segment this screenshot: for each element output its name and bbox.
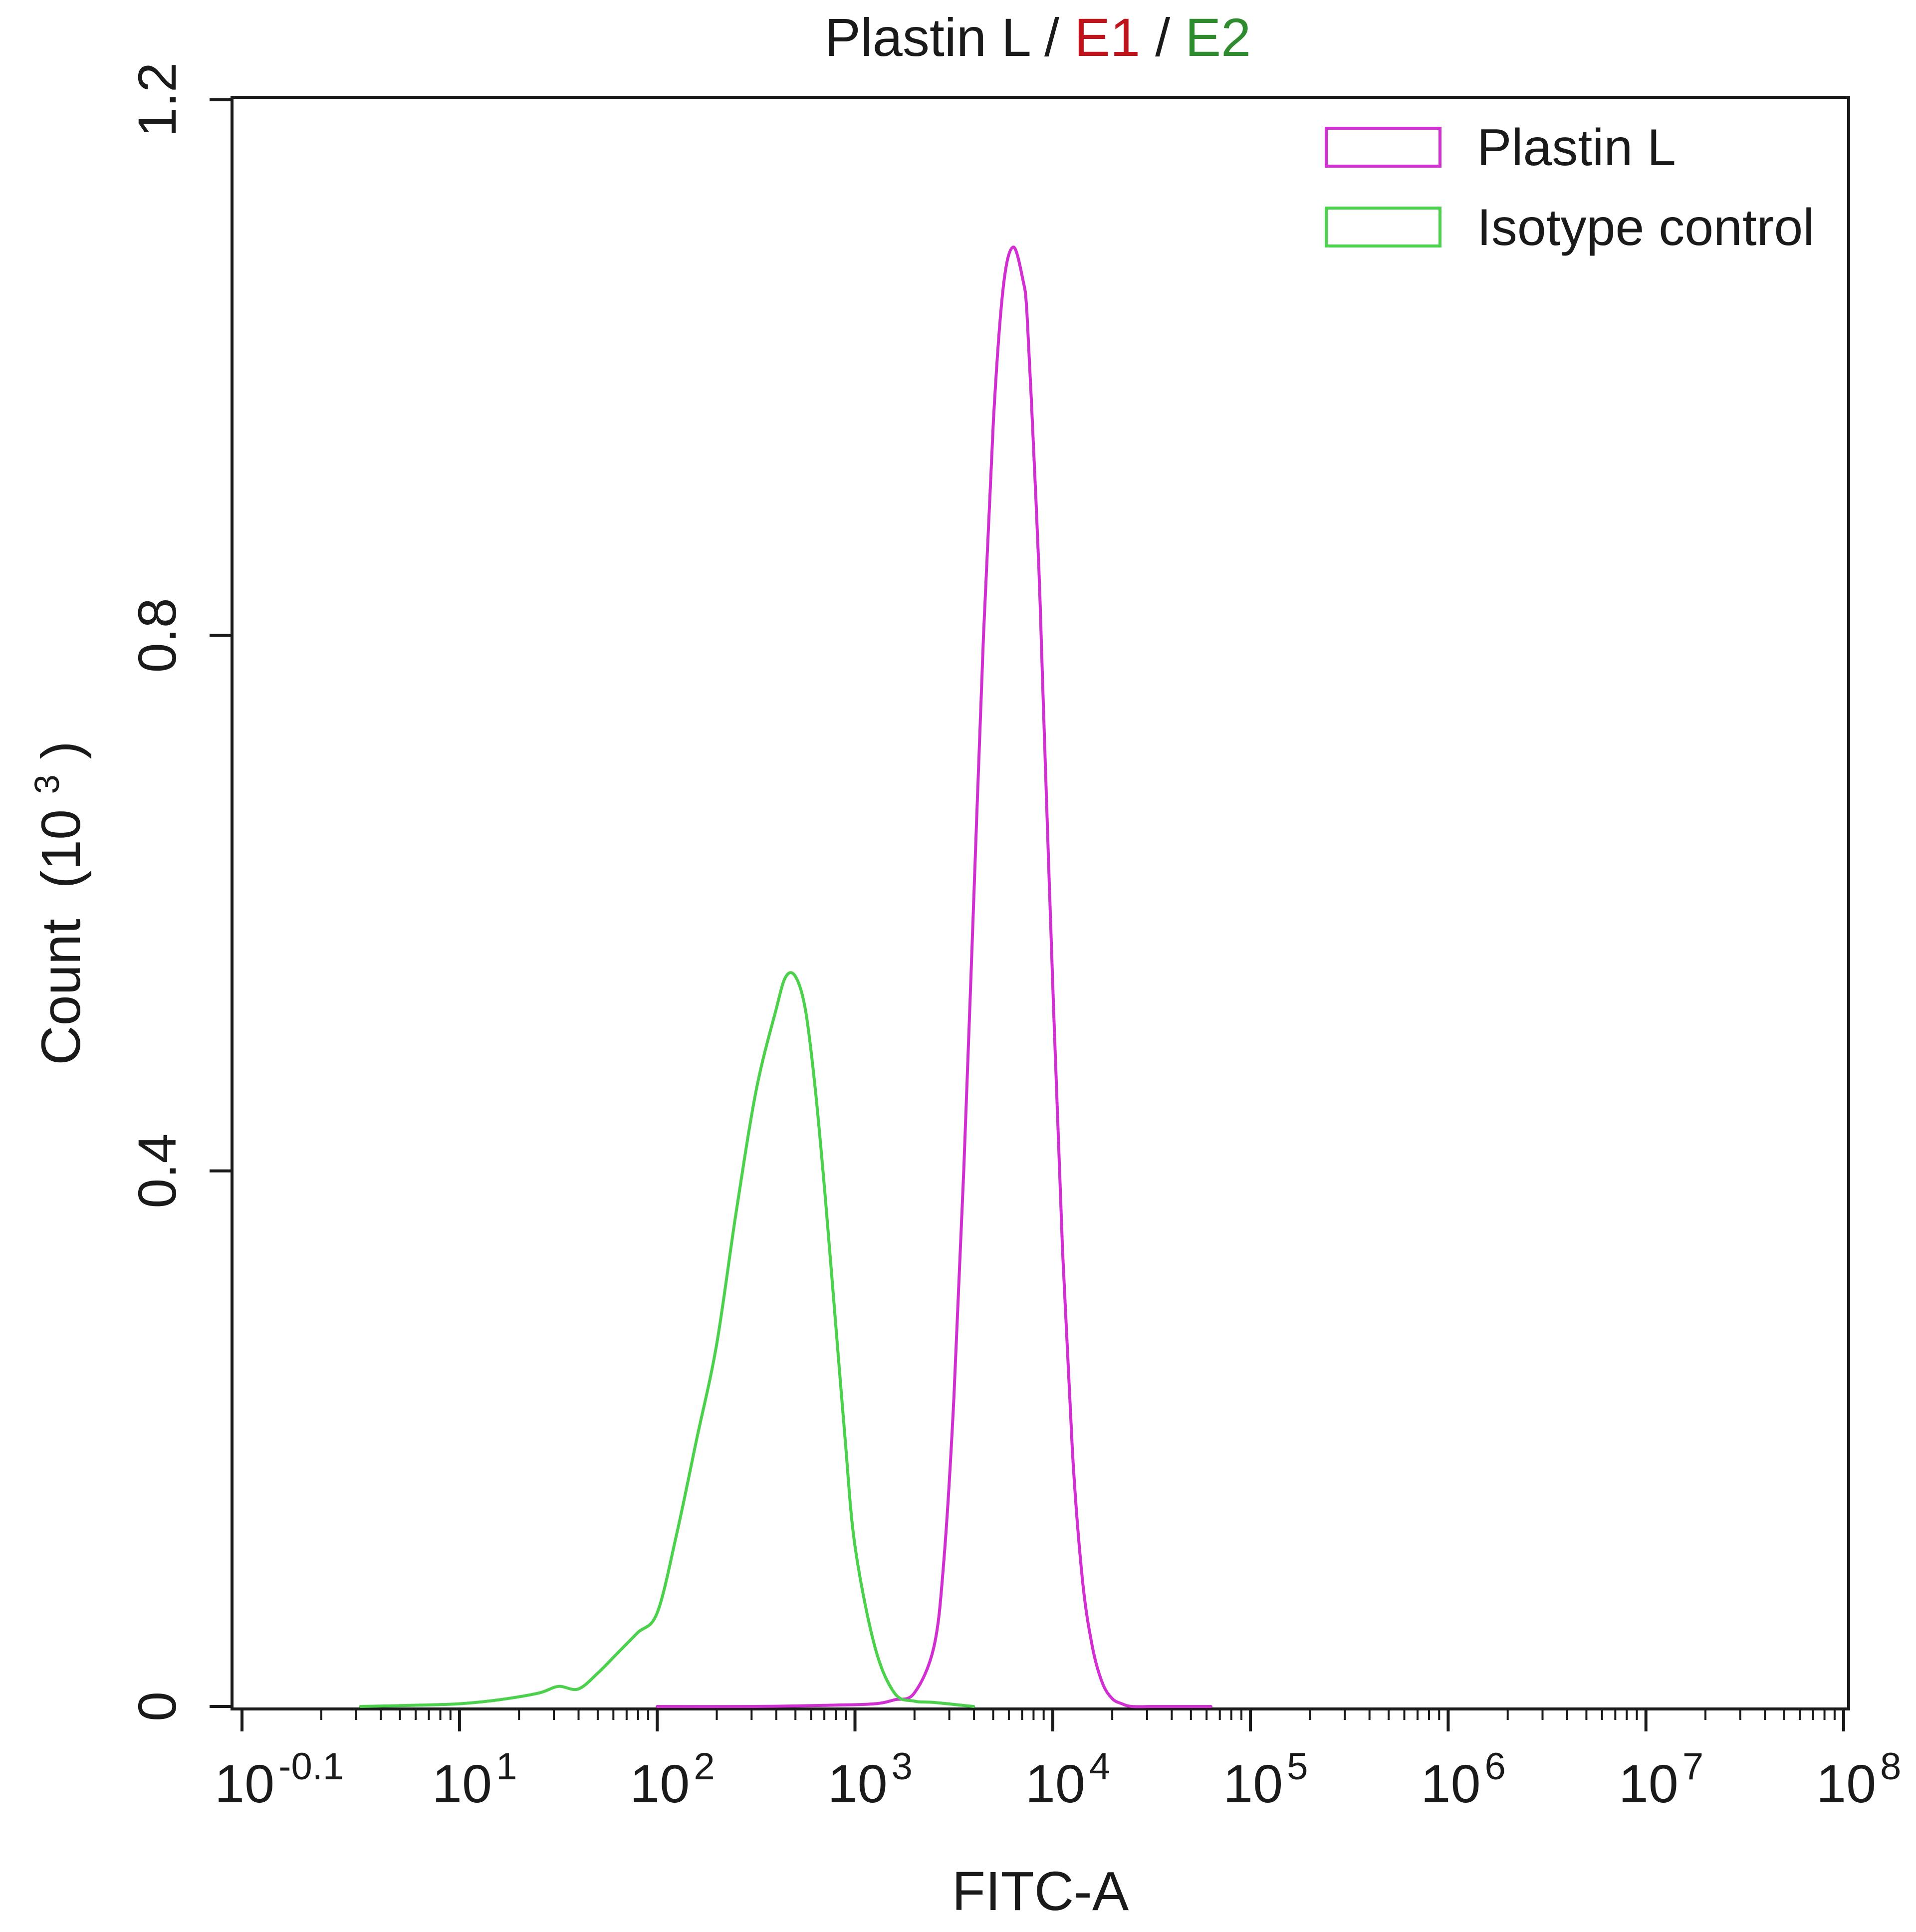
y-tick-label: 1.2 — [127, 62, 187, 137]
chart-title-part: / — [1029, 7, 1074, 67]
legend-swatch — [1325, 127, 1441, 168]
y-tick-label: 0.8 — [127, 598, 187, 673]
chart-title: Plastin L / E1 / E2 — [825, 7, 1251, 67]
x-tick-label: 10 8 — [1816, 1745, 1901, 1814]
chart-title-part: E2 — [1185, 7, 1251, 67]
chart-title-part: Plastin L — [825, 7, 1030, 67]
x-tick-label: 10 6 — [1421, 1745, 1505, 1814]
y-axis-label: Count (10 3 ) — [9, 741, 92, 1065]
chart-title-part: E1 — [1074, 7, 1140, 67]
y-tick-label: 0 — [127, 1691, 187, 1721]
x-tick-label: 10 4 — [1025, 1745, 1110, 1814]
y-axis-unit-open: (10 — [30, 809, 92, 889]
x-tick-label: 10 3 — [828, 1745, 913, 1814]
legend-label: Plastin L — [1477, 119, 1676, 177]
legend-label: Isotype control — [1477, 199, 1814, 256]
y-axis-ticks: 0 0.4 0.8 1.2 — [127, 62, 232, 1721]
plot-area-frame — [231, 96, 1850, 1710]
x-tick-label: 10 -0.1 — [215, 1745, 344, 1814]
x-tick-label: 10 1 — [432, 1745, 517, 1814]
x-tick-label: 10 7 — [1619, 1745, 1703, 1814]
x-tick-label: 10 2 — [630, 1745, 715, 1814]
series-line-plastin-l — [656, 245, 1212, 1708]
x-minor-ticks — [320, 1709, 1836, 1720]
y-axis-unit-close: ) — [30, 741, 92, 759]
x-axis-label: FITC-A — [952, 1861, 1129, 1922]
y-tick-label: 0.4 — [127, 1134, 187, 1208]
legend-swatch — [1325, 207, 1441, 247]
svg-text:Count (10 3: Count (10 3 ) — [9, 741, 92, 1065]
chart-title-part: / — [1140, 7, 1185, 67]
legend: Plastin L Isotype control — [1325, 119, 1814, 256]
y-axis-label-text: Count — [30, 919, 92, 1065]
y-axis-unit-exp: 3 — [27, 774, 66, 794]
series-line-isotype-control — [359, 971, 975, 1708]
series-layer — [359, 245, 1212, 1708]
x-axis-ticks: 10 -0.1 10 1 10 2 10 3 10 4 10 5 10 6 10 7 10 8 — [215, 1709, 1901, 1814]
x-tick-label: 10 5 — [1223, 1745, 1308, 1814]
